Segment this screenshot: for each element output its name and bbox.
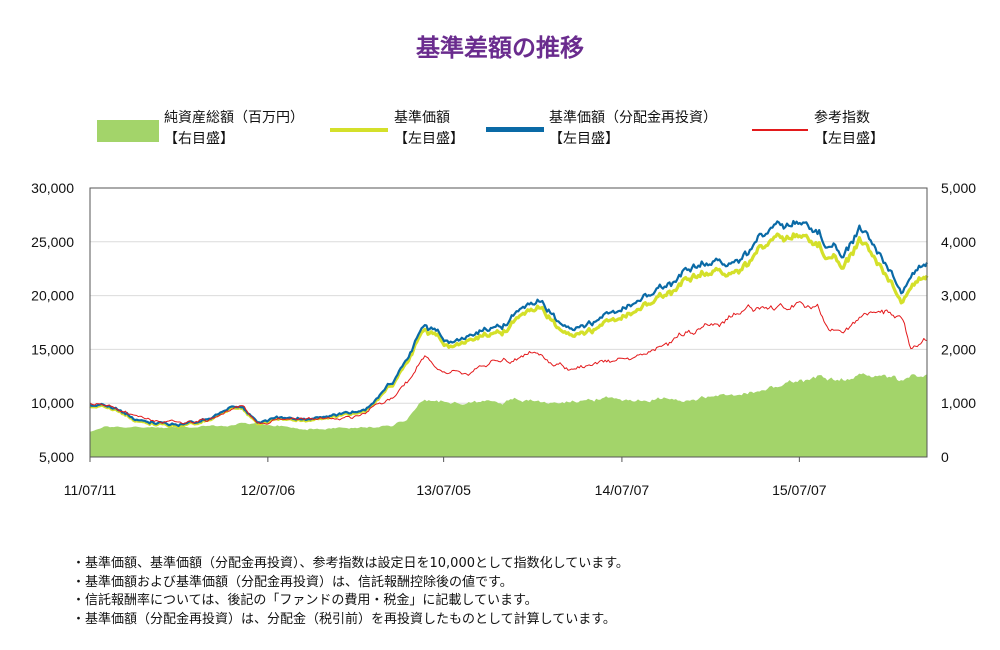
legend-item-reference-index: 参考指数 【左目盛】 bbox=[814, 108, 884, 150]
legend-swatch-nav bbox=[330, 128, 388, 132]
legend-item-nav-reinvested: 基準価額（分配金再投資） 【左目盛】 bbox=[549, 108, 717, 150]
x-tick-label: 12/07/06 bbox=[241, 482, 296, 498]
legend-axis-note: 【左目盛】 bbox=[394, 131, 464, 147]
y-left-tick-label: 25,000 bbox=[31, 234, 74, 250]
x-tick-label: 15/07/07 bbox=[772, 482, 827, 498]
y-right-tick-label: 3,000 bbox=[941, 288, 976, 304]
y-right-tick-label: 1,000 bbox=[941, 395, 976, 411]
y-left-tick-label: 30,000 bbox=[31, 180, 74, 196]
chart-title: 基準差額の推移 bbox=[416, 34, 584, 62]
footnote: ・信託報酬率については、後記の「ファンドの費用・税金」に記載しています。 bbox=[72, 593, 538, 608]
legend-label: 参考指数 bbox=[814, 110, 870, 126]
legend-label: 基準価額（分配金再投資） bbox=[549, 110, 717, 126]
y-left-tick-label: 15,000 bbox=[31, 341, 74, 357]
x-tick-label: 11/07/11 bbox=[64, 482, 117, 498]
net-assets-area bbox=[90, 373, 927, 457]
legend-label: 基準価額 bbox=[394, 110, 450, 126]
nav-reinvested-line bbox=[89, 219, 929, 428]
legend-swatch-net-assets bbox=[97, 120, 159, 142]
x-tick-label: 14/07/07 bbox=[595, 482, 650, 498]
reference-index-line bbox=[89, 301, 928, 425]
legend: 純資産総額（百万円） 【右目盛】 基準価額 【左目盛】 基準価額（分配金再投資）… bbox=[0, 108, 1000, 158]
x-tick-label: 13/07/05 bbox=[416, 482, 471, 498]
legend-swatch-nav-reinvested bbox=[486, 127, 544, 132]
footnotes: ・基準価額、基準価額（分配金再投資）、参考指数は設定日を10,000として指数化… bbox=[72, 555, 629, 629]
footnote: ・基準価額（分配金再投資）は、分配金（税引前）を再投資したものとして計算していま… bbox=[72, 611, 616, 627]
footnote: ・基準価額および基準価額（分配金再投資）は、信託報酬控除後の値です。 bbox=[72, 574, 513, 590]
plot-frame bbox=[89, 187, 928, 458]
legend-axis-note: 【右目盛】 bbox=[164, 131, 234, 147]
legend-axis-note: 【左目盛】 bbox=[549, 131, 619, 147]
legend-swatch-reference-index bbox=[752, 129, 808, 131]
y-left-tick-label: 5,000 bbox=[39, 449, 74, 465]
y-left-tick-label: 10,000 bbox=[31, 395, 74, 411]
footnote: ・基準価額、基準価額（分配金再投資）、参考指数は設定日を10,000として指数化… bbox=[72, 556, 629, 571]
y-right-tick-label: 5,000 bbox=[941, 180, 976, 196]
y-right-tick-label: 2,000 bbox=[941, 341, 976, 357]
legend-axis-note: 【左目盛】 bbox=[814, 131, 884, 147]
legend-item-net-assets: 純資産総額（百万円） 【右目盛】 bbox=[164, 108, 304, 150]
y-right-tick-label: 4,000 bbox=[941, 234, 976, 250]
legend-item-nav: 基準価額 【左目盛】 bbox=[394, 108, 464, 150]
y-right-tick-label: 0 bbox=[941, 449, 949, 465]
y-left-tick-label: 20,000 bbox=[31, 288, 74, 304]
legend-label: 純資産総額（百万円） bbox=[164, 110, 304, 126]
